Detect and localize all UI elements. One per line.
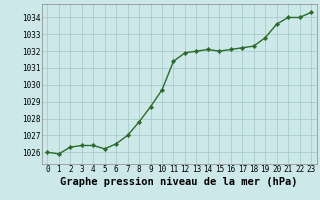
X-axis label: Graphe pression niveau de la mer (hPa): Graphe pression niveau de la mer (hPa) bbox=[60, 177, 298, 187]
